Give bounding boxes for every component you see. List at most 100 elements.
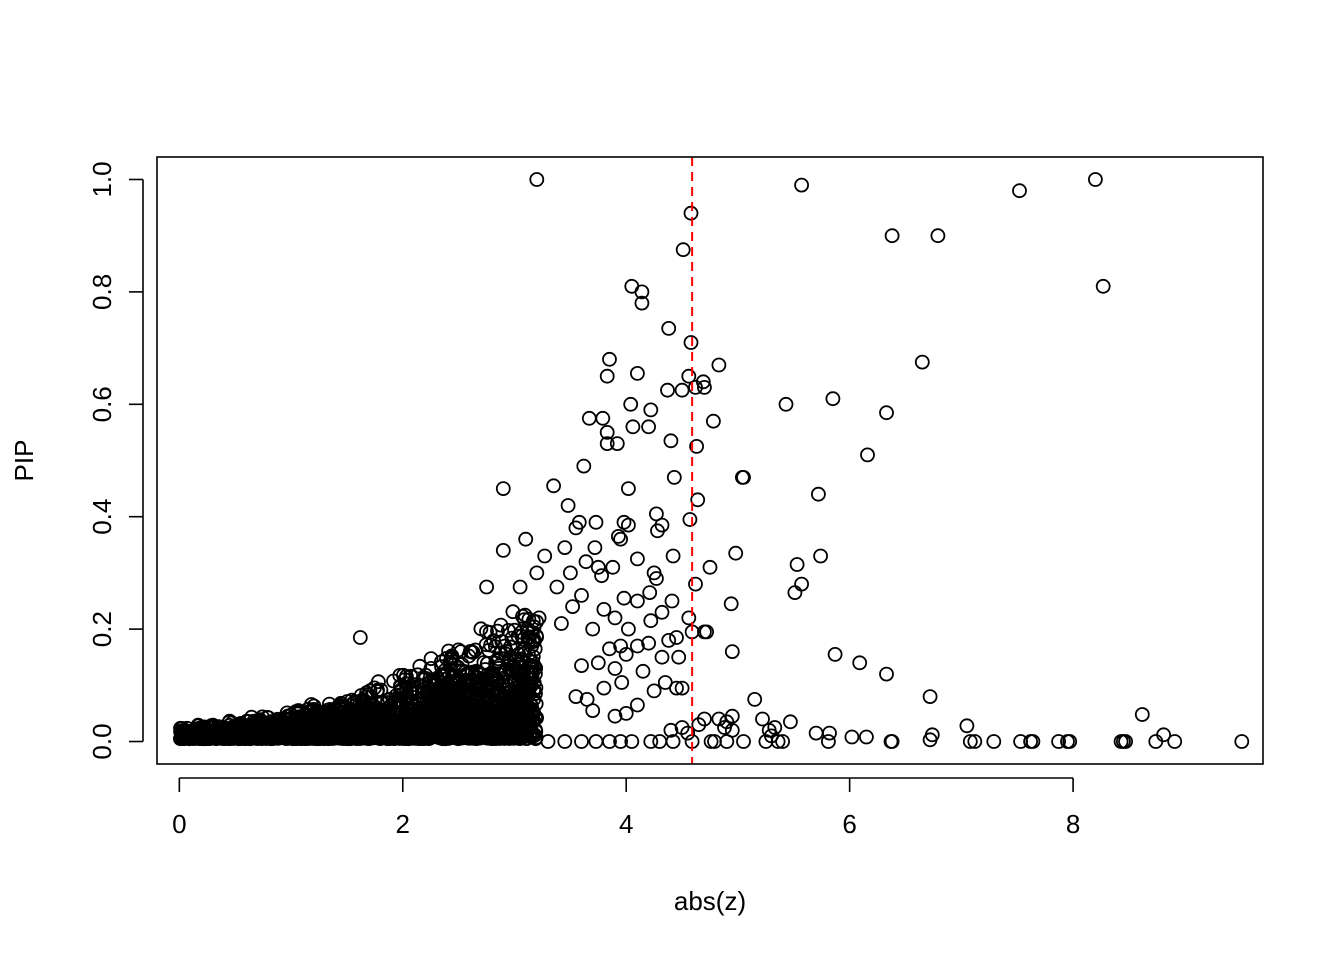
data-point bbox=[787, 585, 803, 600]
x-tick-label: 8 bbox=[1066, 809, 1080, 839]
data-point bbox=[663, 433, 679, 449]
data-point bbox=[521, 629, 537, 645]
data-point bbox=[574, 588, 589, 603]
data-point bbox=[625, 419, 641, 435]
data-point bbox=[270, 723, 286, 738]
data-point bbox=[500, 623, 516, 638]
data-point bbox=[470, 701, 486, 716]
data-point bbox=[495, 543, 511, 558]
data-point bbox=[386, 695, 402, 711]
plot-frame bbox=[156, 156, 1264, 765]
x-tick-label: 6 bbox=[842, 809, 856, 839]
data-point bbox=[663, 722, 679, 738]
data-point bbox=[590, 559, 606, 575]
data-point bbox=[621, 517, 636, 533]
data-point bbox=[280, 716, 296, 731]
data-point bbox=[634, 284, 650, 300]
data-point bbox=[723, 596, 739, 612]
data-point bbox=[599, 368, 615, 384]
data-point bbox=[525, 625, 540, 640]
data-point bbox=[563, 565, 578, 581]
data-point bbox=[827, 647, 843, 662]
data-point bbox=[681, 368, 697, 384]
data-point bbox=[585, 703, 601, 718]
data-point bbox=[529, 172, 545, 187]
data-point bbox=[825, 391, 841, 407]
data-point bbox=[392, 668, 408, 683]
data-point bbox=[884, 228, 900, 244]
x-tick-label: 2 bbox=[396, 809, 410, 839]
data-point bbox=[423, 708, 439, 724]
data-point bbox=[334, 696, 350, 712]
data-point bbox=[641, 419, 656, 435]
data-point bbox=[344, 692, 360, 708]
data-point bbox=[304, 702, 319, 718]
data-point bbox=[294, 731, 310, 746]
data-point bbox=[434, 659, 449, 675]
y-tick-label: 0.8 bbox=[87, 274, 117, 310]
data-point bbox=[775, 734, 790, 749]
data-point bbox=[308, 730, 324, 745]
data-point bbox=[537, 548, 553, 564]
data-point bbox=[482, 691, 498, 707]
data-point bbox=[473, 692, 489, 708]
data-point bbox=[1051, 734, 1066, 749]
data-point bbox=[607, 610, 623, 626]
data-point bbox=[609, 436, 625, 452]
data-point bbox=[516, 729, 532, 745]
data-point bbox=[594, 568, 609, 584]
data-point bbox=[456, 675, 472, 691]
data-point bbox=[821, 734, 836, 749]
data-point bbox=[523, 698, 539, 714]
data-point bbox=[492, 693, 508, 709]
data-point bbox=[613, 734, 628, 749]
data-point bbox=[665, 548, 681, 564]
data-point bbox=[630, 551, 645, 567]
data-point bbox=[479, 579, 495, 595]
data-point bbox=[343, 724, 359, 739]
data-point bbox=[614, 675, 630, 690]
data-point bbox=[747, 692, 763, 707]
data-point bbox=[794, 177, 809, 193]
data-point bbox=[518, 531, 534, 547]
data-point bbox=[444, 709, 460, 725]
data-point bbox=[343, 730, 359, 746]
data-point bbox=[675, 242, 691, 258]
data-point bbox=[568, 520, 584, 536]
data-point bbox=[724, 644, 740, 659]
data-point bbox=[469, 687, 485, 702]
data-point bbox=[688, 379, 703, 395]
data-point bbox=[370, 704, 386, 720]
data-point bbox=[624, 734, 640, 749]
data-point bbox=[525, 658, 540, 674]
data-point bbox=[560, 498, 576, 513]
data-point bbox=[587, 540, 603, 555]
data-point bbox=[546, 478, 561, 494]
data-point bbox=[1134, 707, 1150, 722]
data-point bbox=[519, 731, 534, 746]
data-point bbox=[613, 531, 628, 547]
data-point bbox=[501, 715, 517, 730]
data-point bbox=[585, 621, 601, 637]
data-point bbox=[599, 436, 615, 452]
data-point bbox=[463, 715, 479, 730]
data-point bbox=[495, 481, 511, 497]
data-point bbox=[962, 734, 978, 749]
data-point bbox=[514, 628, 530, 644]
data-point bbox=[607, 708, 623, 724]
data-point bbox=[595, 410, 611, 426]
y-axis-title: PIP bbox=[9, 440, 39, 482]
data-point bbox=[465, 645, 481, 660]
data-point bbox=[588, 734, 604, 749]
data-point bbox=[665, 734, 681, 749]
data-point bbox=[618, 706, 634, 721]
data-point bbox=[445, 729, 461, 745]
data-point bbox=[326, 730, 342, 746]
data-point bbox=[822, 725, 837, 741]
data-point bbox=[359, 729, 374, 745]
data-point bbox=[844, 729, 860, 745]
data-point bbox=[778, 396, 794, 412]
data-point bbox=[697, 379, 712, 395]
data-point bbox=[565, 599, 580, 614]
data-point bbox=[914, 354, 930, 370]
